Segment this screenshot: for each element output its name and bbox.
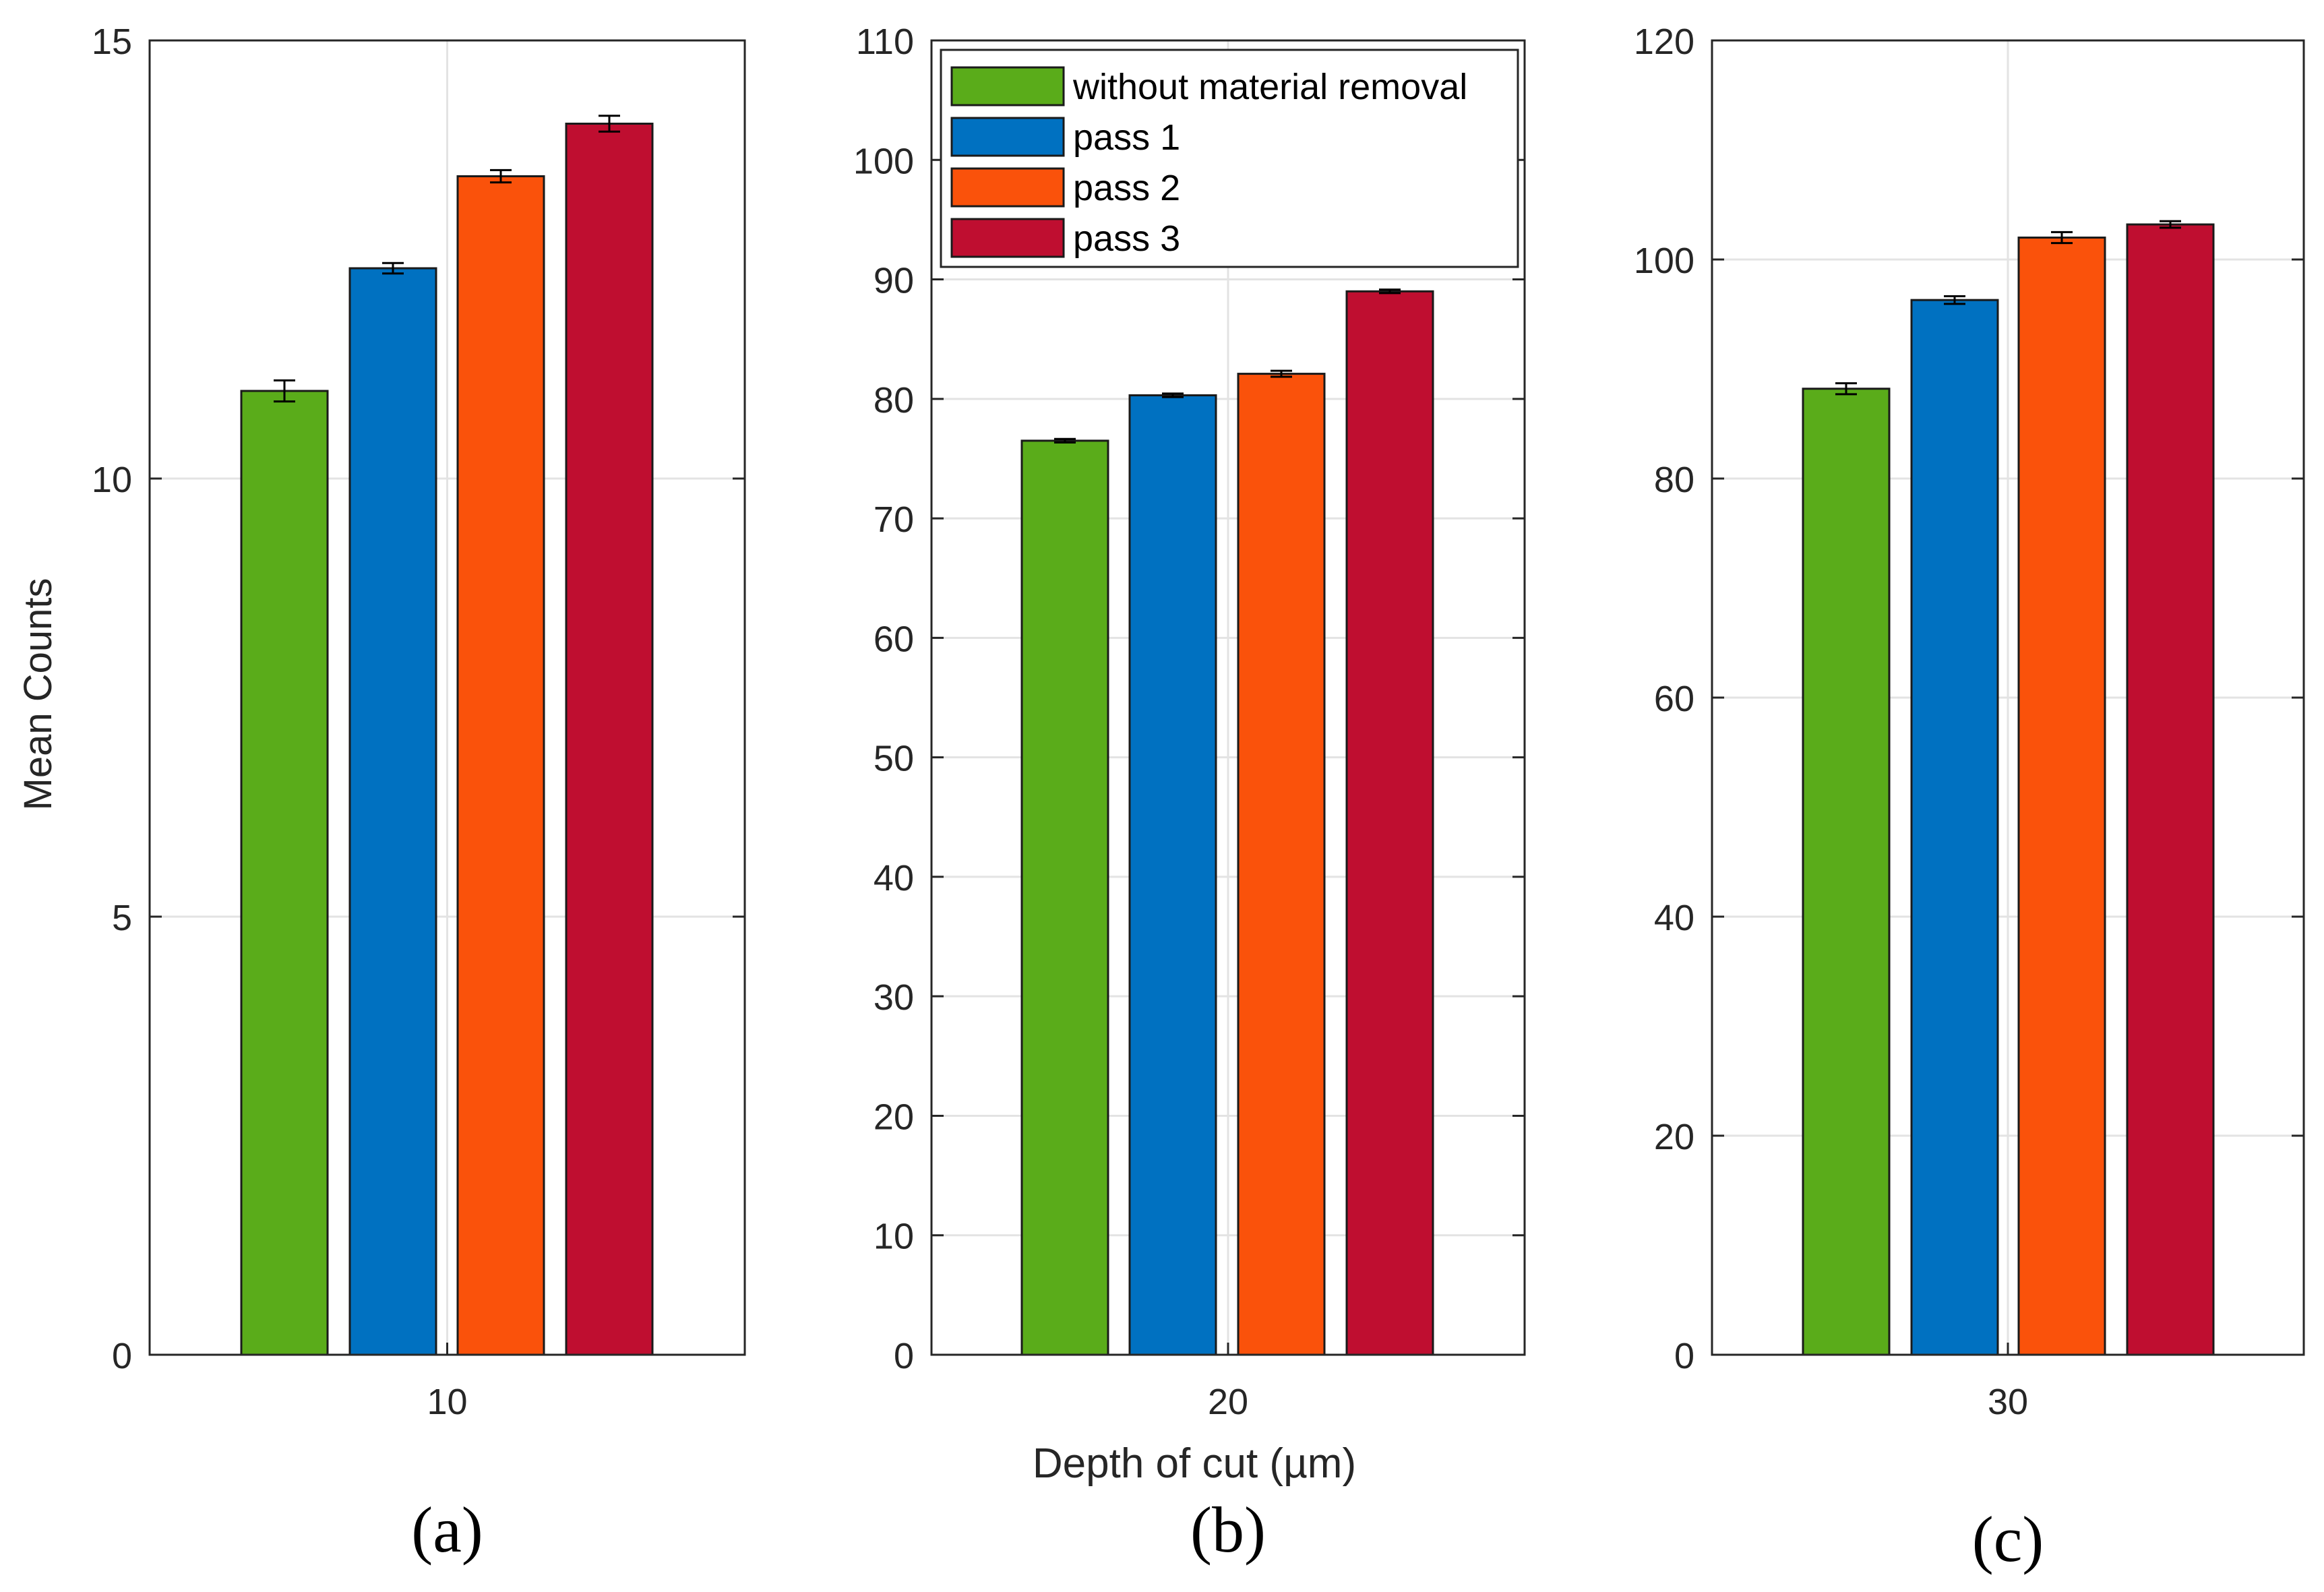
legend-swatch [950,218,1065,258]
bar-without-material-removal [240,390,329,1356]
chart-panel-2: 0 10 20 30 40 50 60 70 80 90 100 110 20 (b) [853,22,1526,1566]
y-tick-label: 80 [874,380,914,421]
bar-pass-3 [1345,290,1434,1356]
legend-label: pass 1 [1073,117,1180,158]
bar-pass-2 [1237,373,1326,1356]
bar-pass-1 [1128,394,1217,1356]
bar-without-material-removal [1020,439,1109,1356]
x-axis-label: Depth of cut (µm) [1033,1440,1356,1487]
x-tick-label: 20 [1208,1382,1248,1422]
bar-pass-1 [1910,299,1999,1356]
legend-label: pass 2 [1073,168,1180,208]
legend-swatch [950,167,1065,208]
y-tick-label: 5 [112,898,132,938]
y-tick-label: 90 [874,261,914,301]
bar-without-material-removal [1802,388,1891,1356]
bar-pass-1 [348,267,437,1356]
bar-pass-3 [565,123,654,1356]
bar-pass-3 [2126,223,2215,1356]
bar-pass-2 [2017,237,2106,1356]
x-tick-label: 30 [1988,1382,2028,1422]
y-tick-label: 110 [856,22,914,62]
y-axis-label: Mean Counts [16,578,60,811]
legend-swatch [950,117,1065,157]
panel-label: (a) [411,1494,483,1566]
y-tick-label: 10 [874,1217,914,1257]
y-tick-label: 80 [1654,460,1694,500]
y-tick-label: 40 [1654,898,1694,938]
y-tick-label: 60 [874,619,914,659]
panel-label: (b) [1190,1494,1266,1566]
bar-pass-2 [456,175,545,1356]
y-tick-label: 40 [874,858,914,898]
y-tick-label: 50 [874,739,914,779]
legend-label: pass 3 [1073,218,1180,259]
y-tick-label: 15 [92,22,132,62]
y-tick-label: 0 [894,1336,914,1376]
x-tick-label: 10 [427,1382,467,1422]
legend-swatch [950,66,1065,106]
y-tick-label: 100 [853,141,914,181]
y-tick-label: 30 [874,977,914,1018]
y-tick-label: 10 [92,460,132,500]
y-tick-label: 0 [1674,1336,1694,1376]
chart-panel-3: 0 20 40 60 80 100 120 30 (c) [1634,22,2305,1575]
legend-label: without material removal [1072,67,1467,107]
y-tick-label: 120 [1634,22,1694,62]
y-tick-label: 20 [874,1097,914,1137]
y-tick-label: 70 [874,499,914,540]
legend: without material removal pass 1 pass 2 pass… [940,49,1519,268]
panel-label: (c) [1972,1503,2044,1575]
chart-panel-1: 0 5 10 15 10 (a) [92,22,746,1566]
y-tick-label: 100 [1634,241,1694,281]
y-tick-label: 60 [1654,679,1694,719]
y-tick-label: 20 [1654,1117,1694,1157]
y-tick-label: 0 [112,1336,132,1376]
